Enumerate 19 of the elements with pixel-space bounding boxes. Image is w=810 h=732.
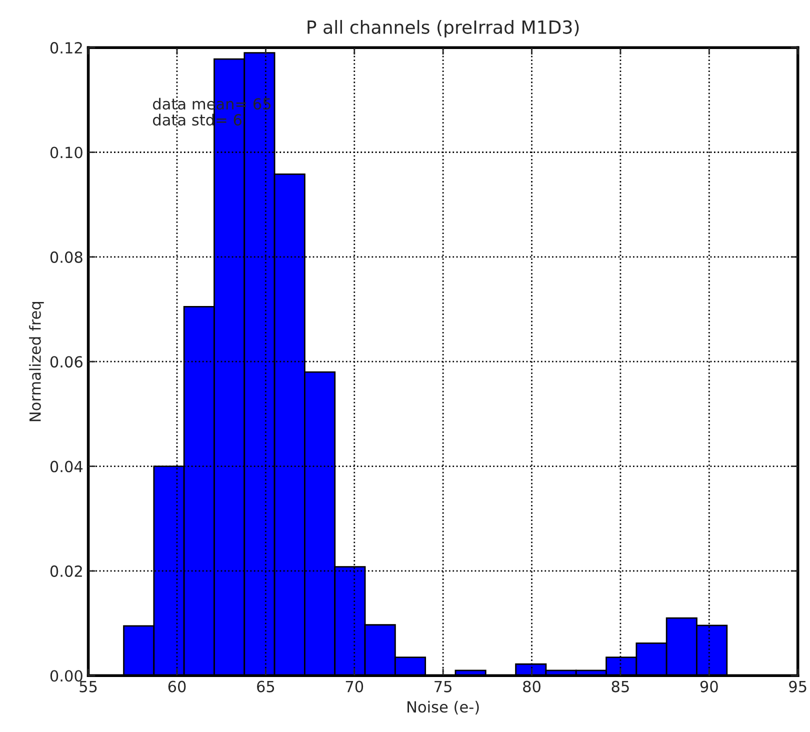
x-tick-label: 95 bbox=[789, 680, 806, 692]
y-tick-label: 0.04 bbox=[50, 460, 83, 472]
x-tick-label: 85 bbox=[612, 680, 629, 692]
y-tick-label: 0.08 bbox=[50, 251, 82, 263]
x-tick-label: 65 bbox=[257, 680, 274, 692]
x-tick-label: 75 bbox=[434, 680, 452, 692]
y-tick-label: 0.00 bbox=[50, 670, 82, 682]
x-tick-label: 60 bbox=[168, 680, 186, 692]
x-tick-label: 90 bbox=[700, 680, 718, 692]
y-axis-title: Normalized freq bbox=[29, 302, 44, 422]
x-tick-label: 55 bbox=[80, 680, 97, 692]
y-tick-label: 0.10 bbox=[50, 146, 82, 158]
x-tick-label: 70 bbox=[346, 680, 364, 692]
y-tick-label: 0.06 bbox=[50, 356, 82, 368]
x-tick-label: 80 bbox=[523, 680, 540, 692]
y-tick-label: 0.12 bbox=[50, 42, 82, 54]
chart-title: P all channels (preIrrad M1D3) bbox=[308, 20, 579, 38]
x-axis-title: Noise (e-) bbox=[408, 700, 479, 714]
y-tick-label: 0.02 bbox=[50, 565, 82, 577]
